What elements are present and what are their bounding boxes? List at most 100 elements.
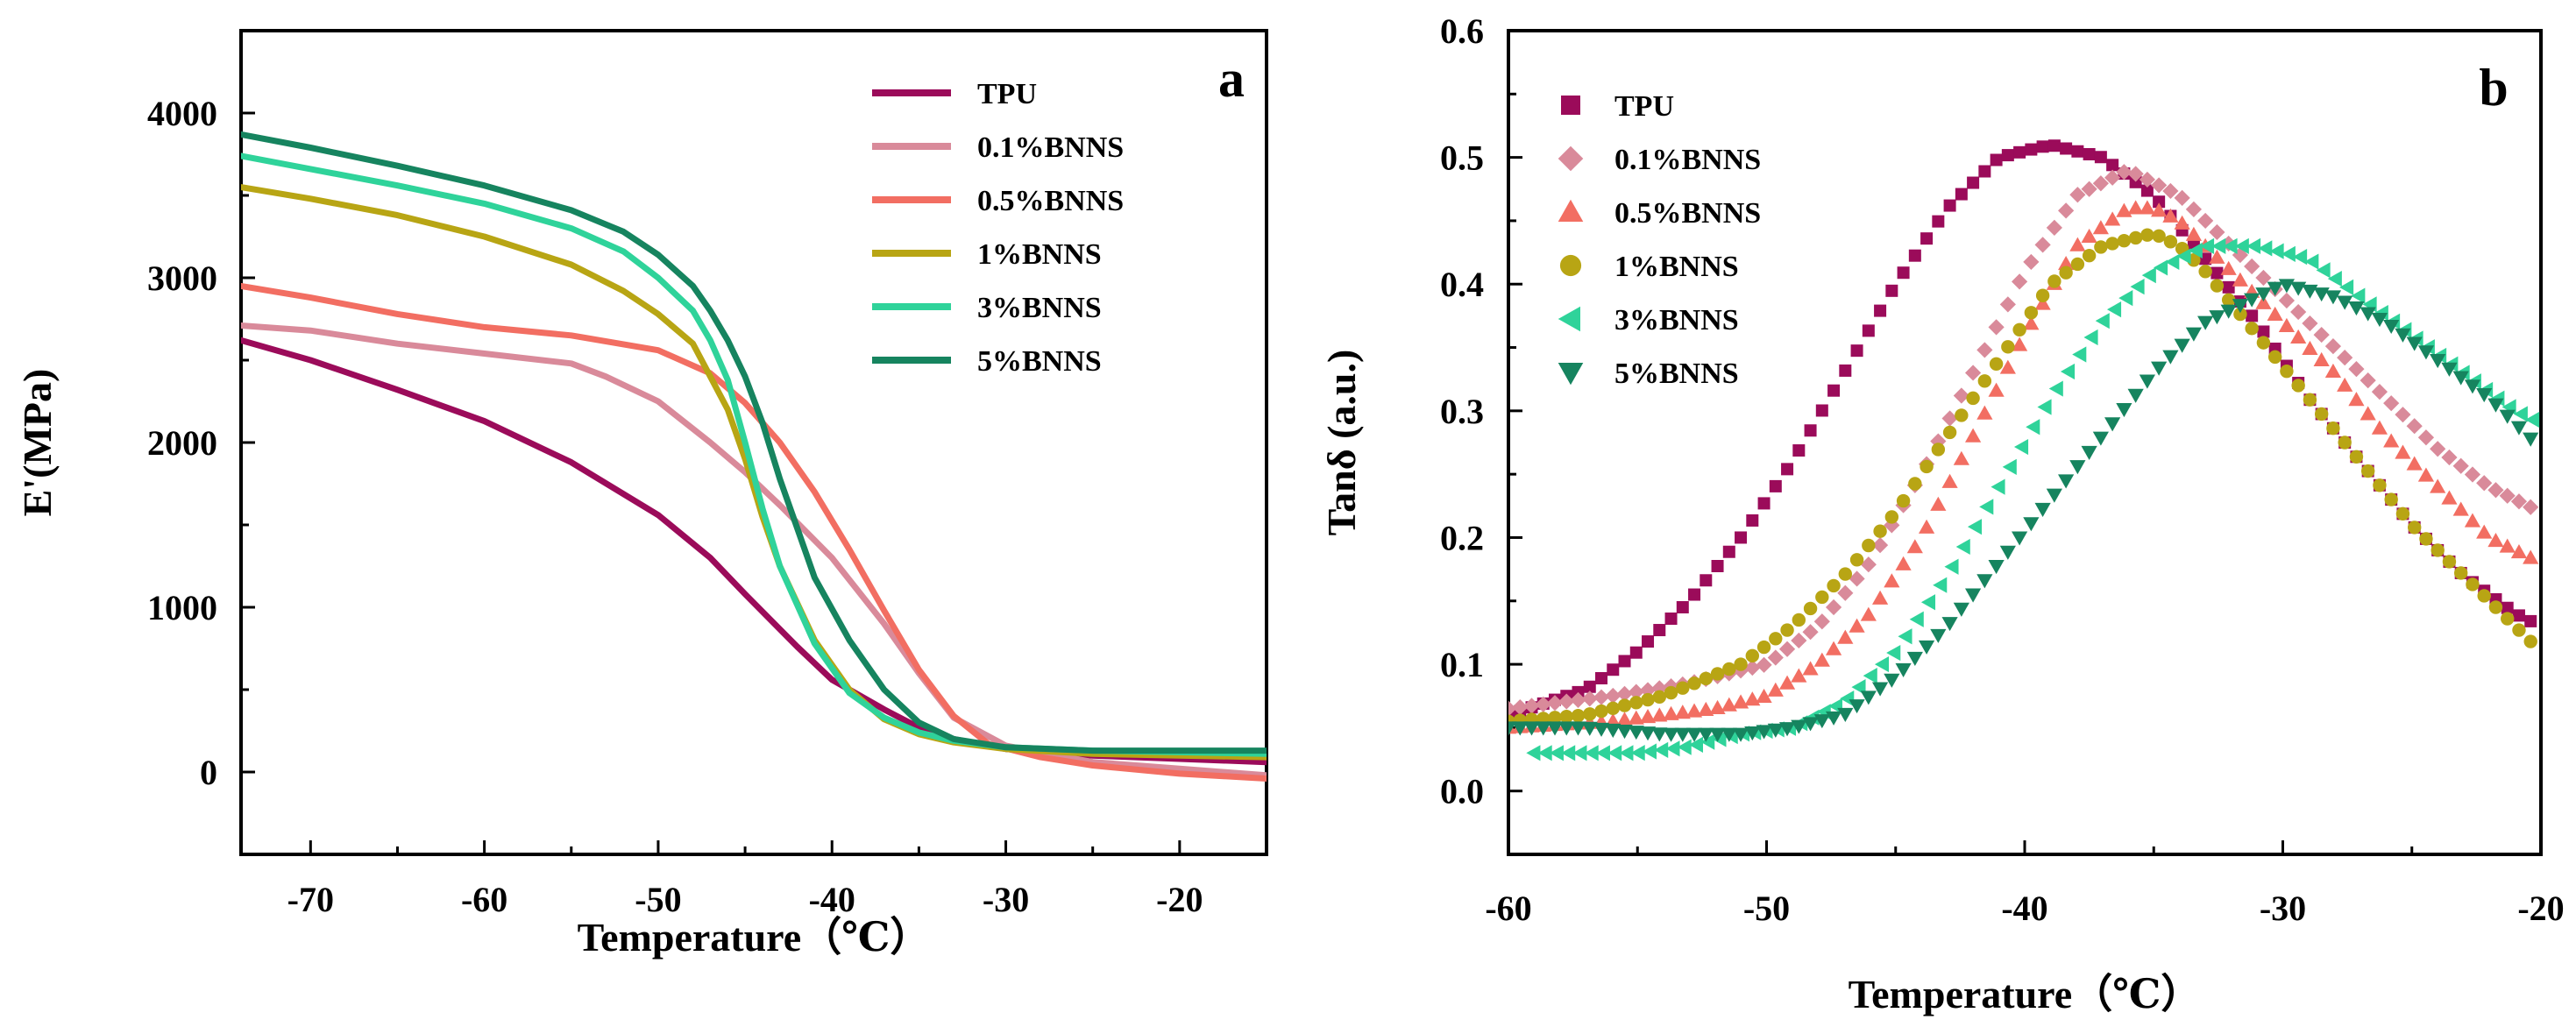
data-point xyxy=(1849,699,1865,714)
data-point xyxy=(1955,188,1968,201)
data-point xyxy=(1988,382,2005,397)
data-point xyxy=(1546,695,1564,712)
data-point xyxy=(2128,230,2143,245)
data-point xyxy=(2360,406,2376,421)
data-point xyxy=(1721,697,1737,712)
data-point xyxy=(1629,696,1643,710)
data-point xyxy=(1953,450,1969,465)
data-point xyxy=(2046,488,2062,503)
data-point xyxy=(2419,532,2433,546)
data-point xyxy=(2151,361,2168,376)
data-point xyxy=(2351,287,2366,304)
data-point xyxy=(1976,405,1993,420)
data-point xyxy=(1639,726,1657,741)
data-point xyxy=(2278,317,2296,332)
data-point xyxy=(1558,693,1575,710)
data-point xyxy=(2290,281,2307,296)
data-point xyxy=(1791,668,1807,683)
data-point xyxy=(2048,380,2063,397)
legend-label: 0.1%BNNS xyxy=(1614,144,1761,176)
data-point xyxy=(2406,456,2423,471)
data-point xyxy=(2523,549,2539,564)
y-tick-label: 0.3 xyxy=(1440,392,1484,431)
data-point xyxy=(2257,325,2270,338)
x-tick-label: -30 xyxy=(983,880,1029,919)
data-point xyxy=(2442,555,2457,569)
data-point xyxy=(1734,657,1748,671)
data-point xyxy=(2454,566,2468,580)
data-point xyxy=(2174,215,2190,230)
data-point xyxy=(2512,609,2525,622)
data-point xyxy=(2104,417,2121,432)
data-point xyxy=(2525,411,2540,429)
data-point xyxy=(1757,497,1771,510)
data-point xyxy=(1813,714,1830,729)
data-point xyxy=(1933,577,1948,593)
data-point xyxy=(1629,646,1643,659)
data-point xyxy=(2023,517,2040,532)
data-point xyxy=(1744,726,1761,741)
data-point xyxy=(1639,682,1657,698)
series-line xyxy=(241,282,1267,782)
data-point xyxy=(1792,613,1806,627)
data-point xyxy=(2280,364,2294,379)
data-point xyxy=(2349,450,2364,464)
data-point xyxy=(1642,635,1655,648)
data-point xyxy=(1641,692,1655,707)
data-point xyxy=(1535,696,1551,712)
data-point xyxy=(1999,296,2016,313)
data-point xyxy=(1595,671,1608,684)
data-point xyxy=(1976,574,1993,589)
data-point xyxy=(2012,531,2028,546)
y-tick-label: 0.1 xyxy=(1440,645,1484,684)
data-point xyxy=(2163,235,2178,249)
data-point xyxy=(1571,708,1586,723)
data-point xyxy=(1815,404,1828,417)
data-point xyxy=(2464,379,2481,394)
data-point xyxy=(1778,641,1796,657)
data-point xyxy=(2244,258,2260,275)
data-point xyxy=(1849,553,1864,567)
plot-area xyxy=(241,131,1267,782)
data-point xyxy=(2223,237,2238,254)
data-point xyxy=(1685,703,1703,718)
data-point xyxy=(2092,175,2109,192)
data-point xyxy=(1897,266,1910,280)
data-point xyxy=(2406,336,2423,351)
data-point xyxy=(1523,721,1540,736)
data-point xyxy=(2348,361,2365,378)
y-tick-label: 0.6 xyxy=(1440,11,1484,51)
data-point xyxy=(1920,232,1934,245)
data-point xyxy=(1884,573,1900,588)
data-point xyxy=(2035,288,2050,302)
data-point xyxy=(2337,377,2353,392)
data-point xyxy=(1593,689,1610,705)
data-point xyxy=(1710,667,1725,681)
data-point xyxy=(1908,249,1921,262)
data-point xyxy=(2477,589,2491,603)
data-point xyxy=(1537,745,1552,761)
data-point xyxy=(1802,661,1819,676)
data-point xyxy=(2151,177,2168,194)
data-point xyxy=(2371,313,2388,328)
data-point xyxy=(2140,184,2154,197)
data-point xyxy=(2162,182,2179,200)
data-point xyxy=(1664,685,1678,700)
data-point xyxy=(2291,379,2305,393)
data-point xyxy=(2523,499,2539,515)
data-point xyxy=(1778,722,1796,737)
data-point xyxy=(1628,726,1644,740)
data-point xyxy=(2211,237,2226,254)
data-point xyxy=(2012,273,2028,290)
data-point xyxy=(1967,176,1980,189)
legend-marker xyxy=(1558,199,1584,222)
data-point xyxy=(2081,445,2097,460)
data-point xyxy=(1711,560,1724,572)
y-tick-label: 0.5 xyxy=(1440,138,1484,178)
data-point xyxy=(2431,543,2445,557)
y-tick-label: 0 xyxy=(200,753,217,792)
data-point xyxy=(2384,492,2398,506)
data-point xyxy=(1583,680,1596,693)
data-point xyxy=(1619,745,1634,761)
data-point xyxy=(2069,237,2086,251)
